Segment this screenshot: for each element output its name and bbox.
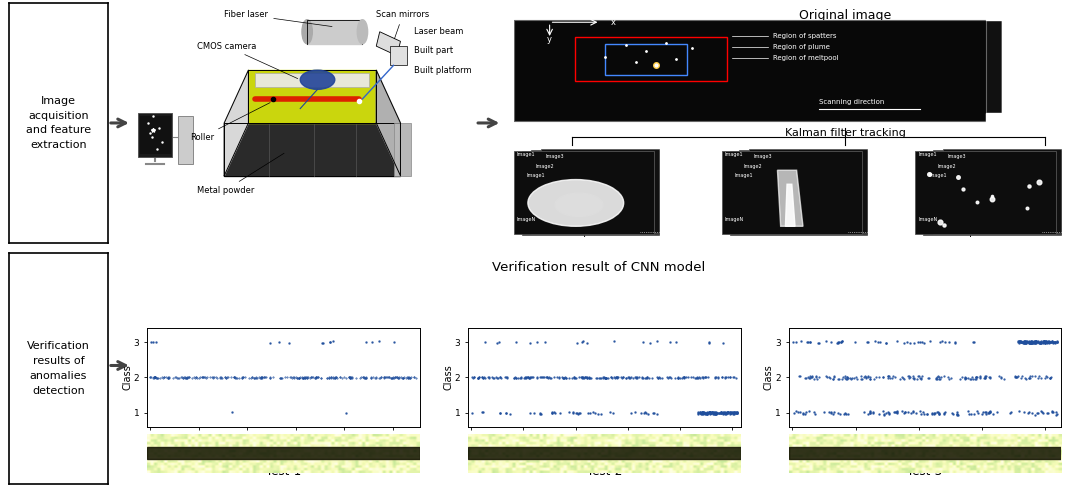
Text: Region of spatters: Region of spatters [773, 33, 836, 38]
Bar [606, 44, 687, 75]
Polygon shape [376, 32, 401, 56]
Y-axis label: Class: Class [443, 365, 454, 391]
Bar [147, 448, 420, 459]
Text: Test-2: Test-2 [586, 465, 622, 478]
Text: Verification
results of
anomalies
detection: Verification results of anomalies detect… [27, 341, 90, 395]
Text: Image1: Image1 [734, 173, 753, 178]
Text: Image1: Image1 [516, 152, 536, 157]
FancyBboxPatch shape [552, 20, 1001, 121]
Bar [177, 116, 193, 164]
X-axis label: Time series (0.5 ms): Time series (0.5 ms) [233, 447, 334, 456]
Polygon shape [248, 70, 376, 123]
Text: Image3: Image3 [545, 154, 564, 159]
Y-axis label: Class: Class [764, 365, 774, 391]
Text: Scan mirrors: Scan mirrors [376, 10, 430, 38]
Text: ImageN: ImageN [919, 217, 937, 222]
FancyBboxPatch shape [933, 150, 1061, 234]
Text: Test-1: Test-1 [266, 465, 301, 478]
Text: Built part: Built part [415, 46, 454, 56]
Text: Melt pool ROI: Melt pool ROI [559, 227, 624, 237]
Text: Verification result of CNN model: Verification result of CNN model [492, 261, 705, 274]
Text: Image1: Image1 [919, 152, 937, 157]
FancyBboxPatch shape [513, 150, 654, 234]
Text: Built platform: Built platform [415, 66, 472, 75]
Text: Scanning direction: Scanning direction [819, 99, 883, 105]
Y-axis label: Class: Class [122, 365, 133, 391]
FancyBboxPatch shape [539, 20, 1001, 121]
Text: Image2: Image2 [937, 164, 957, 169]
Text: Image2: Image2 [744, 164, 762, 169]
FancyBboxPatch shape [138, 113, 173, 157]
Text: Fiber laser: Fiber laser [225, 10, 332, 27]
FancyBboxPatch shape [916, 150, 1056, 234]
X-axis label: Time series (0.5 ms): Time series (0.5 ms) [554, 447, 654, 456]
Text: Image3: Image3 [947, 154, 966, 159]
Text: Original image: Original image [799, 9, 892, 22]
Text: ImageN: ImageN [725, 217, 744, 222]
Ellipse shape [555, 193, 603, 217]
FancyBboxPatch shape [730, 150, 867, 235]
X-axis label: Time series (0.5 ms): Time series (0.5 ms) [875, 447, 975, 456]
Text: Spatters ROI: Spatters ROI [962, 227, 1025, 237]
Text: Image2: Image2 [536, 164, 554, 169]
Bar [139, 116, 171, 154]
Polygon shape [986, 113, 1022, 123]
Text: x: x [610, 18, 616, 27]
Text: Plume ROI: Plume ROI [774, 227, 825, 237]
Polygon shape [376, 70, 401, 176]
Ellipse shape [300, 70, 335, 89]
Text: Laser beam: Laser beam [415, 27, 463, 36]
Text: Image1: Image1 [725, 152, 743, 157]
Text: Image3: Image3 [754, 154, 772, 159]
Text: CMOS camera: CMOS camera [197, 41, 298, 78]
FancyBboxPatch shape [527, 20, 1001, 121]
Bar [393, 123, 410, 176]
FancyBboxPatch shape [748, 149, 867, 233]
Bar [788, 448, 1062, 459]
FancyBboxPatch shape [522, 150, 659, 235]
FancyBboxPatch shape [923, 150, 1061, 235]
Text: y: y [548, 35, 552, 44]
Polygon shape [225, 123, 401, 176]
Bar [255, 73, 369, 87]
Bar [468, 448, 741, 459]
Polygon shape [986, 12, 1022, 20]
Text: Test-3: Test-3 [907, 465, 943, 478]
Text: Image
acquisition
and feature
extraction: Image acquisition and feature extraction [26, 96, 91, 150]
Text: Region of meltpool: Region of meltpool [773, 55, 838, 61]
Bar [575, 37, 727, 81]
FancyBboxPatch shape [531, 150, 659, 234]
Text: Kalman filter tracking: Kalman filter tracking [785, 128, 906, 138]
Text: Roller: Roller [190, 103, 270, 142]
Bar [390, 46, 407, 65]
Ellipse shape [302, 20, 312, 44]
Text: ImageN: ImageN [516, 217, 536, 222]
FancyBboxPatch shape [721, 150, 862, 234]
Polygon shape [225, 70, 248, 176]
Polygon shape [785, 184, 795, 226]
Text: Region of plume: Region of plume [773, 44, 829, 50]
Ellipse shape [528, 180, 623, 226]
Ellipse shape [357, 20, 367, 44]
Text: Image1: Image1 [928, 173, 947, 178]
Text: Metal powder: Metal powder [197, 153, 284, 195]
FancyBboxPatch shape [943, 149, 1061, 233]
FancyBboxPatch shape [541, 149, 659, 233]
Text: Image1: Image1 [526, 173, 545, 178]
FancyBboxPatch shape [739, 150, 867, 234]
Polygon shape [778, 170, 804, 226]
